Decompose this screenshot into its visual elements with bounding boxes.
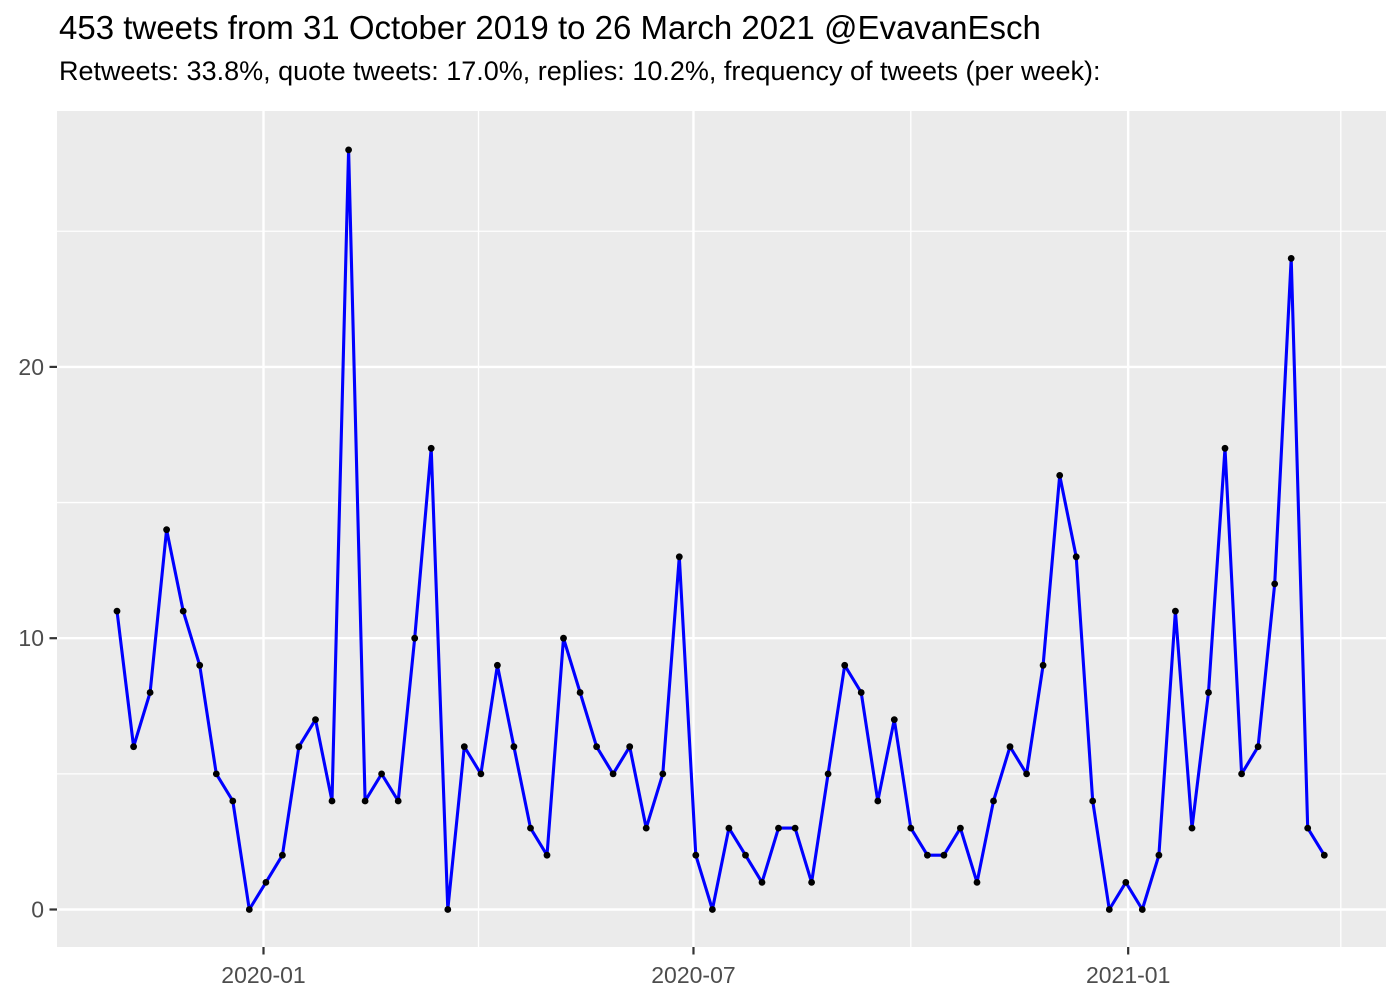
- data-point: [1072, 553, 1080, 561]
- data-point: [345, 146, 352, 154]
- data-point: [957, 824, 964, 832]
- data-point: [824, 770, 832, 778]
- chart-title: 453 tweets from 31 October 2019 to 26 Ma…: [59, 9, 1041, 46]
- y-axis-tick-label: 0: [31, 897, 44, 923]
- data-point: [510, 743, 518, 751]
- data-point: [576, 689, 584, 696]
- data-point: [212, 770, 220, 778]
- data-point: [1006, 743, 1014, 751]
- data-point: [394, 797, 402, 805]
- data-point: [874, 797, 882, 805]
- data-point: [411, 634, 419, 642]
- data-point: [543, 851, 551, 859]
- data-point: [890, 716, 898, 723]
- data-point: [1172, 607, 1179, 615]
- y-axis-tick-label: 10: [18, 625, 44, 651]
- data-point: [262, 879, 270, 886]
- data-point: [163, 526, 171, 534]
- chart-subtitle: Retweets: 33.8%, quote tweets: 17.0%, re…: [59, 56, 1101, 86]
- data-point: [361, 797, 369, 805]
- data-point: [692, 851, 700, 859]
- data-point: [328, 797, 336, 805]
- data-point: [626, 743, 634, 751]
- data-point: [593, 743, 600, 751]
- data-point: [312, 716, 319, 723]
- data-point: [279, 851, 286, 859]
- data-point: [1205, 689, 1212, 696]
- data-point: [857, 689, 865, 696]
- data-point: [113, 607, 121, 615]
- data-point: [758, 879, 766, 886]
- data-point: [940, 851, 948, 859]
- data-point: [1056, 472, 1064, 479]
- data-point: [527, 824, 534, 832]
- data-point: [560, 634, 567, 642]
- data-point: [990, 797, 997, 805]
- data-point: [742, 851, 749, 859]
- data-point: [1271, 580, 1279, 588]
- data-point: [1122, 879, 1130, 886]
- data-point: [725, 824, 733, 832]
- data-point: [146, 689, 154, 696]
- data-point: [1254, 743, 1262, 751]
- data-point: [709, 906, 716, 913]
- data-point: [841, 661, 849, 669]
- data-point: [245, 906, 253, 913]
- data-point: [675, 553, 683, 561]
- data-point: [1238, 770, 1245, 778]
- data-point: [1105, 906, 1113, 913]
- x-axis-tick-label: 2020-07: [651, 962, 735, 988]
- data-point: [295, 743, 303, 751]
- data-point: [229, 797, 237, 805]
- data-point: [907, 824, 915, 832]
- x-axis-tick-label: 2020-01: [221, 962, 305, 988]
- data-point: [378, 770, 385, 778]
- plot-panel-background: [57, 111, 1386, 947]
- data-point: [1138, 906, 1146, 913]
- data-point: [1089, 797, 1097, 805]
- y-axis-tick-label: 20: [18, 354, 44, 380]
- data-point: [659, 770, 667, 778]
- data-point: [1039, 661, 1047, 669]
- data-point: [924, 851, 931, 859]
- data-point: [791, 824, 799, 832]
- data-point: [196, 661, 204, 669]
- data-point: [179, 607, 187, 615]
- data-point: [1023, 770, 1030, 778]
- data-point: [609, 770, 617, 778]
- data-point: [775, 824, 782, 832]
- data-point: [444, 906, 452, 913]
- data-point: [494, 661, 501, 669]
- data-point: [460, 743, 468, 751]
- data-point: [1188, 824, 1196, 832]
- data-point: [1221, 444, 1229, 452]
- x-axis-tick-label: 2021-01: [1086, 962, 1170, 988]
- data-point: [1155, 851, 1163, 859]
- data-point: [1287, 255, 1295, 262]
- frequency-line: [115, 148, 1326, 912]
- data-point: [973, 879, 981, 886]
- data-point: [1304, 824, 1312, 832]
- data-point: [642, 824, 650, 832]
- data-point: [130, 743, 138, 751]
- data-point: [808, 879, 815, 886]
- data-point: [427, 444, 435, 452]
- data-point: [1320, 851, 1328, 859]
- data-point: [477, 770, 485, 778]
